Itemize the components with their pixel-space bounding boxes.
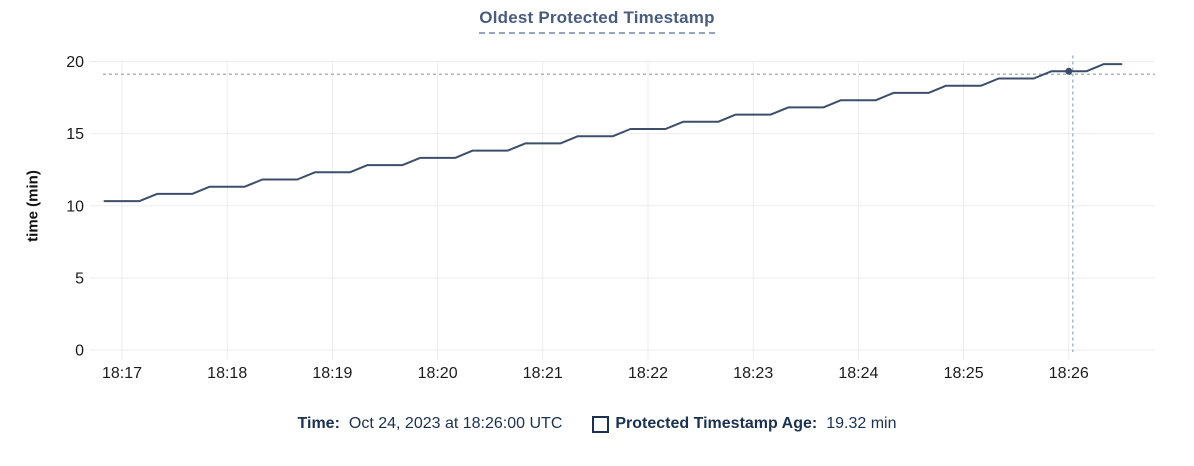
legend-series[interactable]: Protected Timestamp Age: 19.32 min (592, 415, 896, 433)
y-axis-tick-label: 15 (66, 126, 84, 143)
x-axis-tick-label: 18:23 (733, 365, 773, 382)
legend-series-label: Protected Timestamp Age: (615, 415, 818, 432)
y-axis-tick-label: 5 (75, 270, 84, 287)
y-axis-tick-label: 10 (66, 198, 84, 215)
y-axis-tick-label: 20 (66, 54, 84, 71)
x-axis-tick-label: 18:24 (838, 365, 878, 382)
chart-plot[interactable]: 0 5 10 15 20 18:17 18:18 18:19 18:20 18:21 18:22 18… (0, 0, 1194, 402)
series-line (103, 63, 1123, 203)
x-axis-tick-label: 18:22 (628, 365, 668, 382)
x-axis-tick-label: 18:18 (207, 365, 247, 382)
x-axis-tick-label: 18:19 (312, 365, 352, 382)
chart-legend: Time: Oct 24, 2023 at 18:26:00 UTC Prote… (0, 415, 1194, 433)
x-axis-tick-label: 18:20 (418, 365, 458, 382)
x-axis-tick-label: 18:25 (944, 365, 984, 382)
chart-header: Oldest Protected Timestamp (0, 8, 1194, 34)
x-axis-tick-label: 18:26 (1049, 365, 1089, 382)
legend-time: Time: Oct 24, 2023 at 18:26:00 UTC (298, 415, 563, 433)
hover-point-dot (1065, 67, 1073, 75)
legend-time-label: Time: (297, 415, 340, 432)
legend-time-value: Oct 24, 2023 at 18:26:00 UTC (348, 415, 563, 432)
chart-title[interactable]: Oldest Protected Timestamp (479, 8, 715, 34)
series-toggle-checkbox[interactable] (592, 415, 610, 433)
y-axis-tick-label: 0 (75, 343, 84, 360)
x-axis-tick-label: 18:17 (102, 365, 142, 382)
legend-series-value: 19.32 min (826, 415, 897, 432)
x-axis-tick-label: 18:21 (523, 365, 563, 382)
